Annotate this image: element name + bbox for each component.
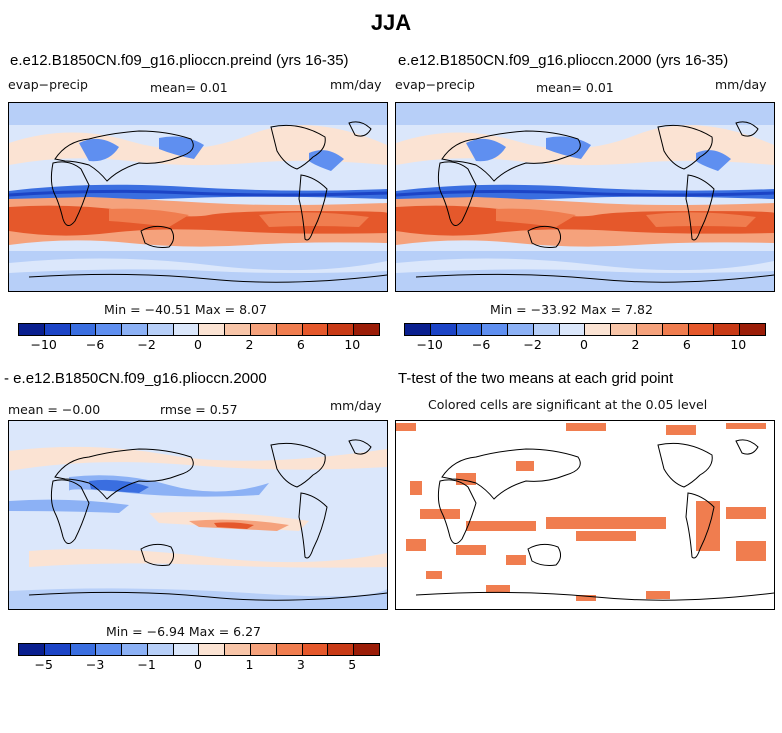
panel-2-map-graphic — [396, 103, 774, 291]
colorbar-swatch — [456, 324, 483, 335]
colorbar-swatch — [276, 644, 303, 655]
colorbar-tick-label: −5 — [34, 657, 53, 672]
colorbar-swatch — [559, 324, 586, 335]
colorbar-tick-label: 2 — [245, 337, 254, 352]
colorbar-swatch — [19, 324, 45, 335]
panel-2-colorbar — [404, 323, 766, 336]
colorbar-swatch — [225, 644, 252, 655]
colorbar-swatch — [173, 644, 200, 655]
panel-1-mean-label: mean= 0.01 — [150, 80, 228, 95]
colorbar-swatch — [251, 324, 277, 335]
colorbar-swatch — [70, 324, 97, 335]
colorbar-tick-label: 10 — [344, 337, 361, 352]
panel-3-colorbar — [18, 643, 380, 656]
colorbar-tick-label: 1 — [245, 657, 254, 672]
colorbar-swatch — [44, 324, 71, 335]
panel-1-min-max: Min = −40.51 Max = 8.07 — [104, 302, 267, 317]
panel-3-mean-label: mean = −0.00 — [8, 402, 101, 417]
colorbar-tick-label: 0 — [580, 337, 588, 352]
colorbar-swatch — [44, 644, 71, 655]
colorbar-tick-label: 2 — [631, 337, 640, 352]
colorbar-swatch — [19, 644, 45, 655]
colorbar-tick-label: 10 — [730, 337, 747, 352]
panel-3-units-label: mm/day — [330, 398, 382, 413]
colorbar-tick-label: −6 — [85, 337, 105, 352]
colorbar-swatch — [354, 324, 379, 335]
colorbar-swatch — [662, 324, 689, 335]
colorbar-swatch — [251, 644, 277, 655]
panel-1-map-graphic — [9, 103, 387, 291]
colorbar-swatch — [302, 324, 329, 335]
panel-1-units-label: mm/day — [330, 77, 382, 92]
colorbar-tick-label: 6 — [296, 337, 305, 352]
colorbar-tick-label: −2 — [523, 337, 542, 352]
colorbar-swatch — [637, 324, 663, 335]
colorbar-swatch — [482, 324, 509, 335]
colorbar-tick-label: −3 — [85, 657, 105, 672]
colorbar-tick-label: −1 — [137, 657, 156, 672]
panel-1-map — [8, 102, 388, 292]
colorbar-swatch — [70, 644, 97, 655]
colorbar-swatch — [96, 324, 123, 335]
colorbar-tick-label: 3 — [296, 657, 305, 672]
panel-1-colorbar — [18, 323, 380, 336]
panel-1-variable-label: evap−precip — [8, 77, 88, 92]
panel-4-map — [395, 420, 775, 610]
colorbar-swatch — [96, 644, 123, 655]
colorbar-swatch — [328, 324, 355, 335]
colorbar-swatch — [302, 644, 329, 655]
colorbar-swatch — [122, 324, 148, 335]
colorbar-swatch — [611, 324, 638, 335]
colorbar-tick-label: 6 — [682, 337, 691, 352]
panel-2-units-label: mm/day — [715, 77, 767, 92]
panel-3-title-clip: e.e12.B1850CN.f09_g16.plioccn.preind - e… — [0, 370, 391, 392]
colorbar-swatch — [714, 324, 741, 335]
panel-3-rmse-label: rmse = 0.57 — [160, 402, 238, 417]
panel-4-title: T-test of the two means at each grid poi… — [398, 370, 674, 387]
panel-3-map-graphic — [9, 421, 387, 609]
panel-3-title: e.e12.B1850CN.f09_g16.plioccn.preind - e… — [0, 370, 267, 387]
colorbar-swatch — [199, 644, 226, 655]
colorbar-swatch — [199, 324, 226, 335]
colorbar-swatch — [173, 324, 200, 335]
colorbar-swatch — [328, 644, 355, 655]
panel-3-map — [8, 420, 388, 610]
colorbar-tick-label: 5 — [348, 657, 357, 672]
colorbar-swatch — [276, 324, 303, 335]
colorbar-swatch — [740, 324, 765, 335]
colorbar-swatch — [225, 324, 252, 335]
colorbar-swatch — [508, 324, 534, 335]
panel-2-mean-label: mean= 0.01 — [536, 80, 614, 95]
colorbar-swatch — [354, 644, 379, 655]
panel-1-title: e.e12.B1850CN.f09_g16.plioccn.preind (yr… — [10, 52, 349, 69]
colorbar-tick-label: −2 — [137, 337, 156, 352]
colorbar-swatch — [147, 324, 174, 335]
page-title: JJA — [370, 10, 412, 35]
colorbar-swatch — [122, 644, 148, 655]
colorbar-swatch — [533, 324, 560, 335]
panel-2-title: e.e12.B1850CN.f09_g16.plioccn.2000 (yrs … — [398, 52, 729, 69]
panel-4-map-graphic — [396, 421, 774, 609]
colorbar-swatch — [430, 324, 457, 335]
colorbar-tick-label: −10 — [30, 337, 57, 352]
colorbar-tick-label: −10 — [416, 337, 443, 352]
colorbar-swatch — [405, 324, 431, 335]
colorbar-tick-label: 0 — [194, 657, 202, 672]
colorbar-swatch — [147, 644, 174, 655]
panel-2-variable-label: evap−precip — [395, 77, 475, 92]
panel-2-map — [395, 102, 775, 292]
panel-2-min-max: Min = −33.92 Max = 7.82 — [490, 302, 653, 317]
colorbar-tick-label: −6 — [471, 337, 491, 352]
panel-3-min-max: Min = −6.94 Max = 6.27 — [106, 624, 261, 639]
panel-4-subtitle: Colored cells are significant at the 0.0… — [428, 397, 708, 412]
colorbar-tick-label: 0 — [194, 337, 202, 352]
colorbar-swatch — [585, 324, 612, 335]
colorbar-swatch — [688, 324, 715, 335]
